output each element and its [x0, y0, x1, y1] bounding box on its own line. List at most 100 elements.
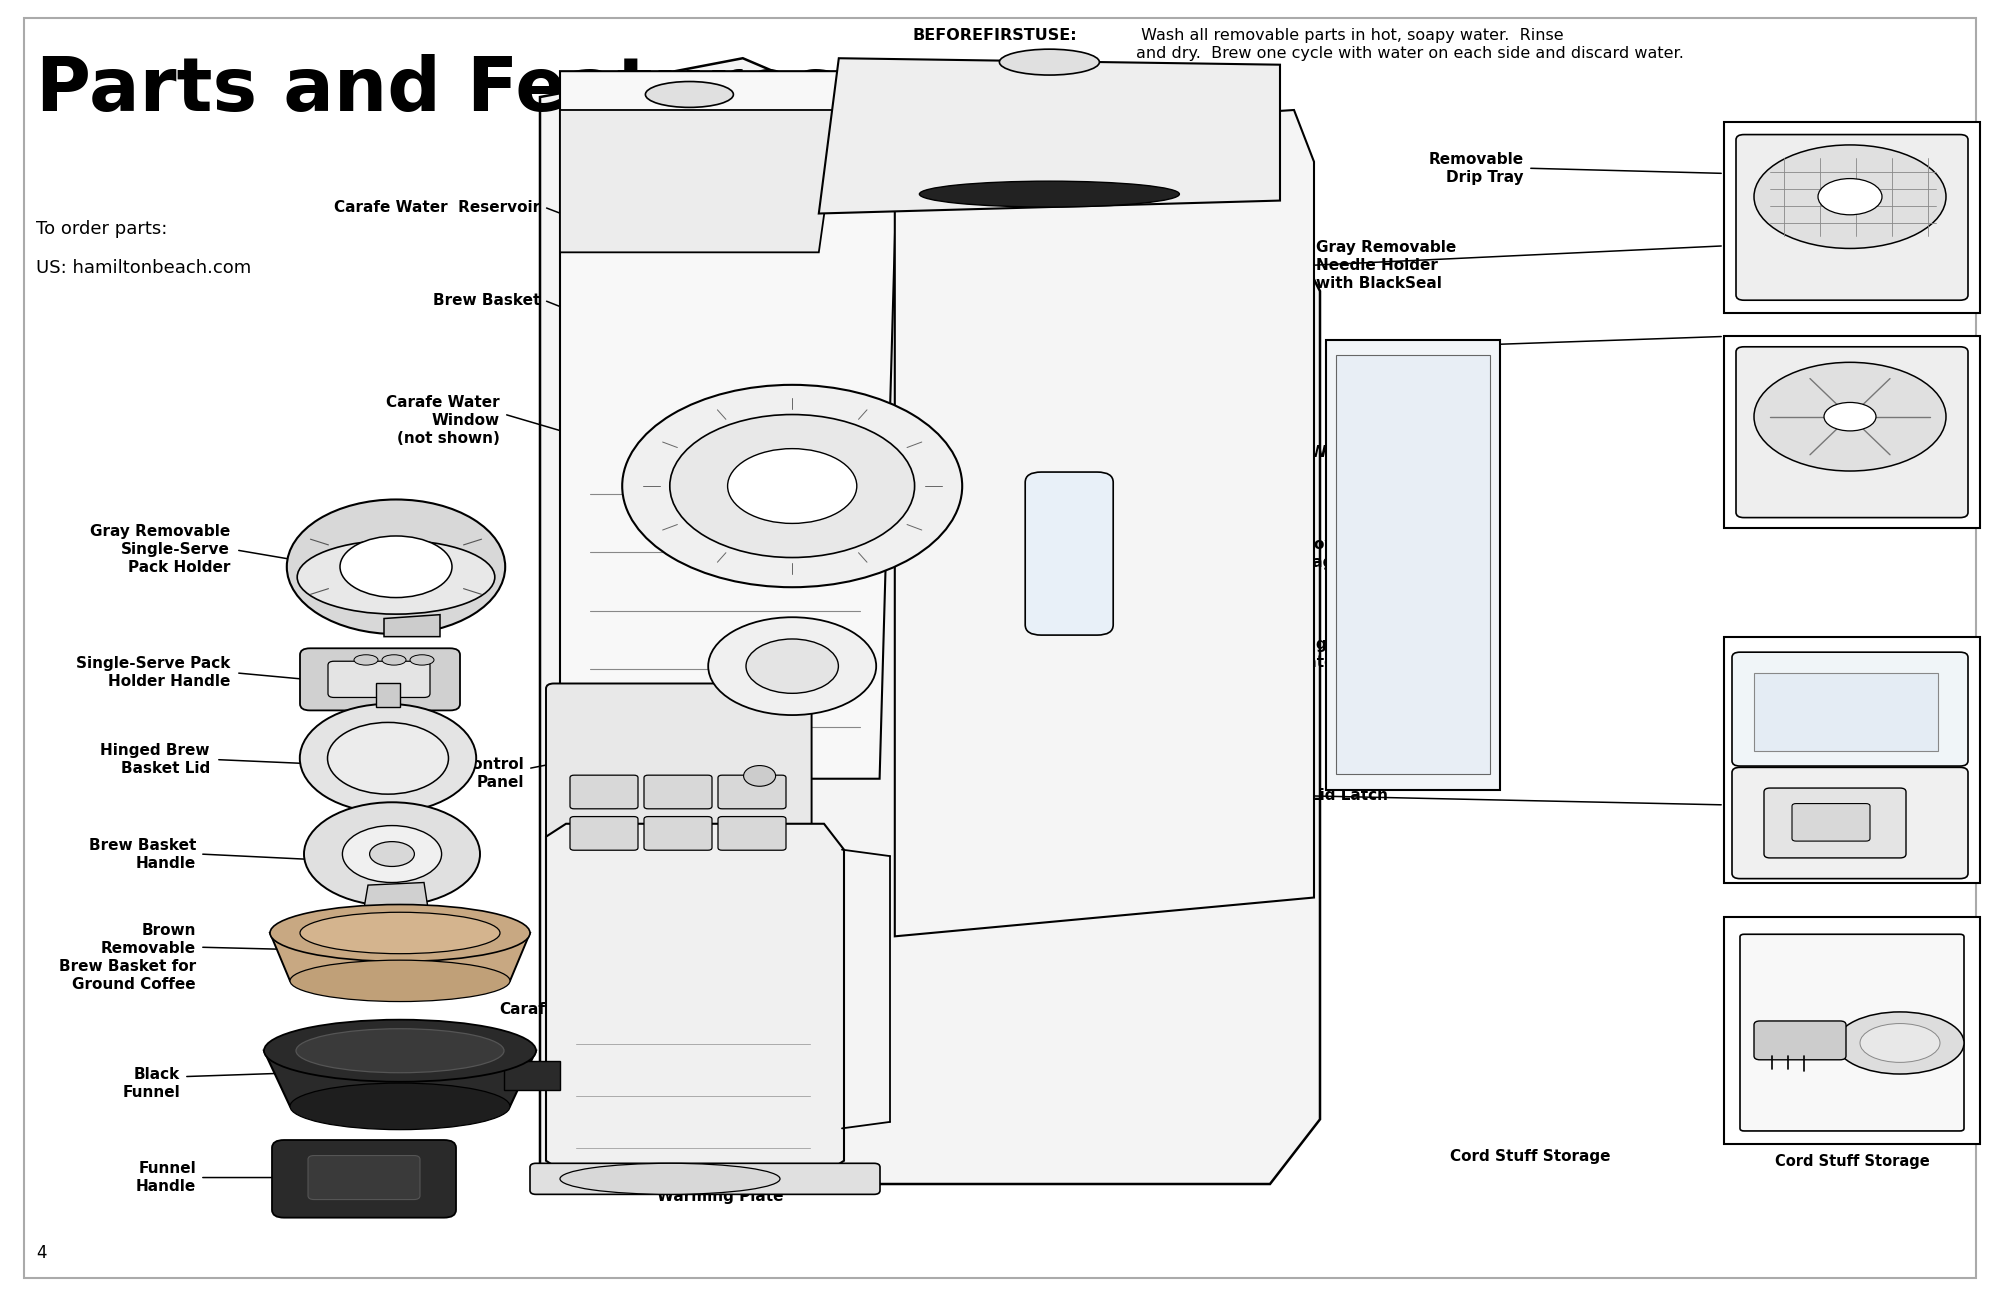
- Ellipse shape: [410, 655, 434, 665]
- FancyBboxPatch shape: [644, 817, 712, 850]
- FancyBboxPatch shape: [1792, 804, 1870, 841]
- Ellipse shape: [744, 766, 776, 787]
- Ellipse shape: [270, 905, 530, 961]
- Polygon shape: [894, 110, 1314, 937]
- FancyBboxPatch shape: [1026, 472, 1114, 635]
- FancyBboxPatch shape: [1764, 788, 1906, 858]
- Ellipse shape: [670, 414, 914, 558]
- Text: To order parts:: To order parts:: [36, 220, 168, 238]
- Ellipse shape: [370, 841, 414, 867]
- Polygon shape: [270, 933, 530, 981]
- FancyBboxPatch shape: [570, 817, 638, 850]
- Text: Parts and Features: Parts and Features: [36, 54, 838, 127]
- Text: Funnel
Handle: Funnel Handle: [136, 1161, 196, 1194]
- FancyBboxPatch shape: [546, 683, 812, 868]
- FancyBboxPatch shape: [1736, 135, 1968, 300]
- Ellipse shape: [1824, 402, 1876, 431]
- FancyBboxPatch shape: [1732, 767, 1968, 879]
- Text: Carafe Water
Window
(not shown): Carafe Water Window (not shown): [386, 395, 500, 446]
- Text: Removable Cup
Rest Cover: Removable Cup Rest Cover: [1356, 339, 1490, 373]
- Text: Carafe Water  Reservoir: Carafe Water Reservoir: [334, 199, 540, 215]
- Text: Cord Stuff Storage: Cord Stuff Storage: [1450, 1149, 1610, 1165]
- Polygon shape: [504, 1061, 560, 1090]
- Text: 4: 4: [36, 1244, 46, 1262]
- Polygon shape: [1326, 340, 1500, 789]
- Ellipse shape: [1000, 49, 1100, 75]
- Ellipse shape: [728, 449, 856, 524]
- Text: Single-Serve
Water Window: Single-Serve Water Window: [1290, 637, 1416, 670]
- FancyBboxPatch shape: [1736, 347, 1968, 518]
- FancyBboxPatch shape: [1732, 652, 1968, 766]
- Polygon shape: [540, 58, 1320, 1184]
- FancyBboxPatch shape: [718, 817, 786, 850]
- Text: Removable
Drip Tray: Removable Drip Tray: [1428, 151, 1524, 185]
- Ellipse shape: [1754, 362, 1946, 471]
- Ellipse shape: [300, 912, 500, 954]
- Text: Warming Plate: Warming Plate: [656, 1189, 784, 1205]
- Ellipse shape: [290, 1083, 510, 1130]
- FancyBboxPatch shape: [1740, 934, 1964, 1131]
- Text: Gray Removable
Needle Holder
with BlackSeal: Gray Removable Needle Holder with BlackS…: [1316, 239, 1456, 291]
- Text: Lid Latch: Lid Latch: [1310, 788, 1388, 804]
- Text: Lid
Black
Seal: Lid Black Seal: [1150, 282, 1196, 334]
- Polygon shape: [560, 71, 900, 779]
- FancyBboxPatch shape: [530, 1163, 880, 1194]
- Ellipse shape: [382, 655, 406, 665]
- Text: Lid: Lid: [1140, 202, 1166, 217]
- Text: Carafe: Carafe: [500, 1002, 556, 1017]
- Ellipse shape: [328, 722, 448, 795]
- FancyBboxPatch shape: [718, 775, 786, 809]
- Text: Brew Basket
Handle: Brew Basket Handle: [88, 837, 196, 871]
- Ellipse shape: [290, 960, 510, 1002]
- Ellipse shape: [354, 655, 378, 665]
- Bar: [1724, 637, 1980, 883]
- Text: Removable Cup Rest/
Storage Container: Removable Cup Rest/ Storage Container: [1276, 537, 1458, 571]
- Ellipse shape: [622, 384, 962, 587]
- Ellipse shape: [920, 181, 1180, 207]
- Polygon shape: [364, 883, 428, 908]
- Bar: [376, 683, 400, 707]
- Polygon shape: [560, 110, 838, 252]
- FancyBboxPatch shape: [644, 775, 712, 809]
- Text: Wash all removable parts in hot, soapy water.  Rinse
and dry.  Brew one cycle wi: Wash all removable parts in hot, soapy w…: [1136, 28, 1684, 61]
- Text: Black
Funnel: Black Funnel: [122, 1066, 180, 1100]
- FancyBboxPatch shape: [272, 1140, 456, 1218]
- Ellipse shape: [1754, 145, 1946, 248]
- Bar: [1724, 122, 1980, 313]
- Text: BEFOREFIRSTUSE:: BEFOREFIRSTUSE:: [912, 28, 1076, 44]
- Polygon shape: [546, 824, 844, 1174]
- Text: Gray Removable
Single-Serve
Pack Holder: Gray Removable Single-Serve Pack Holder: [90, 524, 230, 576]
- Ellipse shape: [264, 1020, 536, 1082]
- Polygon shape: [384, 615, 440, 637]
- Ellipse shape: [296, 1029, 504, 1073]
- Polygon shape: [264, 1051, 536, 1106]
- Text: Single-Serve Pack
Holder Handle: Single-Serve Pack Holder Handle: [76, 656, 230, 690]
- Bar: [1724, 336, 1980, 528]
- Text: US: hamiltonbeach.com: US: hamiltonbeach.com: [36, 259, 252, 277]
- Text: Brew Basket: Brew Basket: [432, 292, 540, 308]
- Ellipse shape: [1818, 179, 1882, 215]
- Ellipse shape: [646, 82, 734, 107]
- Ellipse shape: [746, 639, 838, 694]
- Ellipse shape: [298, 540, 494, 615]
- Text: Control
Panel: Control Panel: [462, 757, 524, 791]
- Ellipse shape: [708, 617, 876, 716]
- Ellipse shape: [1860, 1024, 1940, 1062]
- Ellipse shape: [342, 826, 442, 883]
- FancyBboxPatch shape: [300, 648, 460, 710]
- Ellipse shape: [1836, 1012, 1964, 1074]
- Ellipse shape: [340, 536, 452, 598]
- Text: Single-Serve Water  Reservoir: Single-Serve Water Reservoir: [1196, 445, 1454, 461]
- Ellipse shape: [286, 499, 506, 634]
- FancyBboxPatch shape: [328, 661, 430, 697]
- FancyBboxPatch shape: [570, 775, 638, 809]
- Bar: [1336, 356, 1490, 774]
- Bar: [1724, 917, 1980, 1144]
- Ellipse shape: [304, 802, 480, 906]
- Text: Cord Stuff Storage: Cord Stuff Storage: [1774, 1154, 1930, 1170]
- Bar: [1754, 673, 1938, 751]
- Ellipse shape: [300, 704, 476, 813]
- Ellipse shape: [560, 1163, 780, 1194]
- Text: Hinged Brew
Basket Lid: Hinged Brew Basket Lid: [100, 743, 210, 776]
- FancyBboxPatch shape: [1754, 1021, 1846, 1060]
